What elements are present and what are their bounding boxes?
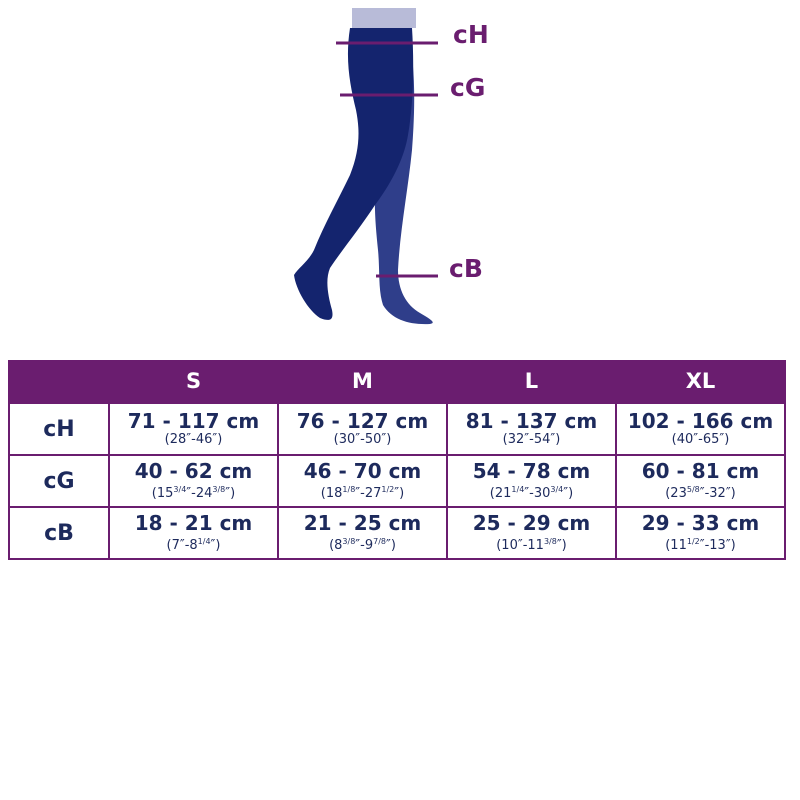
size-chart-table: S M L XL cH 71 - 117 cm (28″-46″) 76 - 127 … [8,360,786,560]
imperial-text: (18 [320,486,343,501]
imperial-text: (21 [489,486,512,501]
label-cb: cB [449,254,483,283]
imperial-range: (32″-54″) [448,432,615,448]
fraction: 3/8 [543,537,557,546]
size-cell: 46 - 70 cm (181/8″-271/2″) [277,454,448,508]
fraction: 1/4 [197,537,211,546]
imperial-text: ″) [556,538,567,553]
metric-range: 25 - 29 cm [472,511,591,535]
size-cell: 25 - 29 cm (10″-113/8″) [446,506,617,560]
header-size-xl: XL [615,360,786,403]
waistband [352,8,416,28]
fraction: 3/8 [212,485,226,494]
metric-range: 81 - 137 cm [465,409,598,433]
fraction: 1/8 [342,485,356,494]
metric-range: 29 - 33 cm [641,511,760,535]
header-size-m: M [277,360,448,403]
fraction: 3/8 [342,537,356,546]
size-cell: 18 - 21 cm (7″-81/4″) [108,506,279,560]
imperial-range: (111/2″-13″) [617,534,784,554]
row-label: cB [8,506,110,560]
imperial-text: ″) [563,486,574,501]
imperial-text: ″-13″) [699,538,736,553]
imperial-text: (30″-50″) [333,432,392,447]
size-cell: 71 - 117 cm (28″-46″) [108,402,279,456]
imperial-text: ″-32″) [699,486,736,501]
imperial-text: (11 [665,538,687,553]
imperial-range: (83/8″-97/8″) [279,534,446,554]
leg-illustration [294,8,438,325]
fraction: 3/4 [550,485,564,494]
header-size-l: L [446,360,617,403]
header-size-s: S [108,360,279,403]
header-row: S M L XL [8,360,786,403]
size-cell: 76 - 127 cm (30″-50″) [277,402,448,456]
fraction: 3/4 [173,485,187,494]
imperial-range: (153/4″-243/8″) [110,482,277,502]
imperial-range: (211/4″-303/4″) [448,482,615,502]
label-ch: cH [453,20,489,49]
metric-range: 54 - 78 cm [472,459,591,483]
imperial-text: (7″-8 [166,538,198,553]
fraction: 1/2 [686,537,700,546]
size-cell: 54 - 78 cm (211/4″-303/4″) [446,454,617,508]
table-row: cG 40 - 62 cm (153/4″-243/8″) 46 - 70 cm (18… [8,454,786,508]
imperial-text: (15 [151,486,174,501]
label-cg: cG [450,73,486,102]
metric-range: 21 - 25 cm [303,511,422,535]
imperial-text: ″-9 [355,538,374,553]
metric-range: 18 - 21 cm [134,511,253,535]
imperial-range: (10″-113/8″) [448,534,615,554]
front-leg [294,28,414,320]
size-cell: 60 - 81 cm (235/8″-32″) [615,454,786,508]
metric-range: 40 - 62 cm [134,459,253,483]
imperial-text: ″) [394,486,405,501]
imperial-text: (40″-65″) [671,432,730,447]
imperial-text: ″) [225,486,236,501]
imperial-text: ″) [385,538,396,553]
row-label: cG [8,454,110,508]
row-label: cH [8,402,110,456]
table-row: cH 71 - 117 cm (28″-46″) 76 - 127 cm (30″-50… [8,402,786,456]
imperial-text: (23 [665,486,687,501]
imperial-text: (28″-46″) [164,432,223,447]
imperial-text: ″-24 [186,486,213,501]
imperial-range: (235/8″-32″) [617,482,784,502]
metric-range: 76 - 127 cm [296,409,429,433]
header-corner [8,360,110,403]
imperial-range: (7″-81/4″) [110,534,277,554]
imperial-text: (32″-54″) [502,432,561,447]
imperial-range: (30″-50″) [279,432,446,448]
fraction: 7/8 [373,537,386,546]
fraction: 5/8 [686,485,700,494]
metric-range: 46 - 70 cm [303,459,422,483]
size-cell: 40 - 62 cm (153/4″-243/8″) [108,454,279,508]
imperial-text: ″-27 [355,486,382,501]
imperial-range: (40″-65″) [617,432,784,448]
imperial-range: (28″-46″) [110,432,277,448]
imperial-text: ″-30 [524,486,551,501]
fraction: 1/4 [511,485,525,494]
size-cell: 21 - 25 cm (83/8″-97/8″) [277,506,448,560]
metric-range: 71 - 117 cm [127,409,260,433]
size-cell: 29 - 33 cm (111/2″-13″) [615,506,786,560]
imperial-text: ″) [210,538,221,553]
table-row: cB 18 - 21 cm (7″-81/4″) 21 - 25 cm (83/8″-9… [8,506,786,560]
size-cell: 81 - 137 cm (32″-54″) [446,402,617,456]
metric-range: 60 - 81 cm [641,459,760,483]
imperial-text: (8 [329,538,343,553]
metric-range: 102 - 166 cm [627,409,774,433]
size-cell: 102 - 166 cm (40″-65″) [615,402,786,456]
table-body: cH 71 - 117 cm (28″-46″) 76 - 127 cm (30″-50… [8,402,786,560]
fraction: 1/2 [381,485,395,494]
imperial-range: (181/8″-271/2″) [279,482,446,502]
imperial-text: (10″-11 [496,538,544,553]
